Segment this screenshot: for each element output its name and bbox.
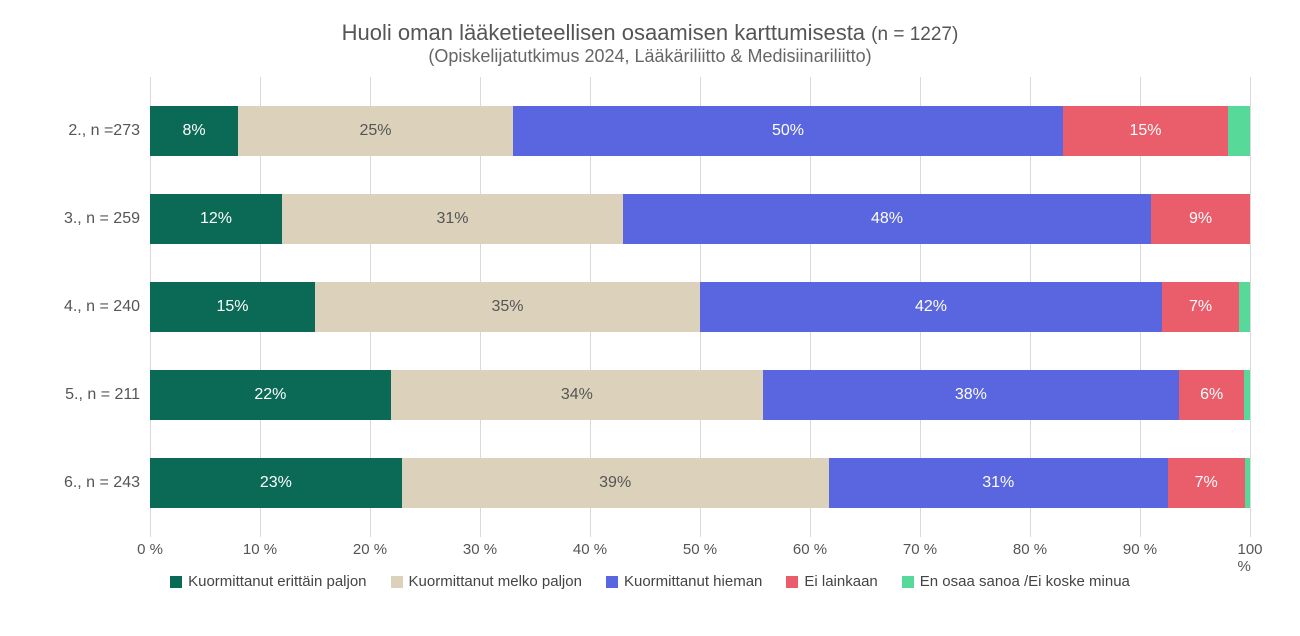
- plot-area: 2., n =2738%25%50%15% 3., n = 25912%31%48…: [150, 77, 1250, 537]
- bar-segment: 22%: [150, 370, 391, 420]
- legend-item: Kuormittanut melko paljon: [391, 573, 582, 590]
- legend-swatch: [606, 576, 618, 588]
- x-tick-label: 90 %: [1123, 541, 1157, 558]
- legend-label: En osaa sanoa /Ei koske minua: [920, 573, 1130, 590]
- bar-row: 4., n = 24015%35%42%7%: [150, 275, 1250, 339]
- legend-swatch: [902, 576, 914, 588]
- chart-container: Huoli oman lääketieteellisen osaamisen k…: [0, 0, 1300, 636]
- chart-titles: Huoli oman lääketieteellisen osaamisen k…: [40, 20, 1260, 67]
- bar-category-label: 4., n = 240: [40, 298, 140, 316]
- bar-row: 5., n = 21122%34%38%6%: [150, 363, 1250, 427]
- legend: Kuormittanut erittäin paljon Kuormittanut…: [40, 573, 1260, 590]
- x-tick-label: 20 %: [353, 541, 387, 558]
- bar-segment: [1245, 458, 1250, 508]
- x-tick-label: 0 %: [137, 541, 163, 558]
- bar-segment: 38%: [763, 370, 1179, 420]
- legend-label: Ei lainkaan: [804, 573, 877, 590]
- bar-segment: 34%: [391, 370, 763, 420]
- stacked-bar: 22%34%38%6%: [150, 370, 1250, 420]
- x-axis: 0 %10 %20 %30 %40 %50 %60 %70 %80 %90 %1…: [150, 541, 1250, 565]
- stacked-bar: 8%25%50%15%: [150, 106, 1250, 156]
- bar-segment: 9%: [1151, 194, 1250, 244]
- bar-category-label: 5., n = 211: [40, 386, 140, 404]
- bar-row: 6., n = 24323%39%31%7%: [150, 451, 1250, 515]
- x-tick-label: 80 %: [1013, 541, 1047, 558]
- x-tick-label: 40 %: [573, 541, 607, 558]
- bar-category-label: 6., n = 243: [40, 474, 140, 492]
- bar-segment: 39%: [402, 458, 829, 508]
- legend-label: Kuormittanut melko paljon: [409, 573, 582, 590]
- bar-row: 2., n =2738%25%50%15%: [150, 99, 1250, 163]
- bar-segment: 50%: [513, 106, 1063, 156]
- bar-segment: [1228, 106, 1250, 156]
- bar-segment: 6%: [1179, 370, 1245, 420]
- bar-segment: 15%: [150, 282, 315, 332]
- bar-segment: 35%: [315, 282, 700, 332]
- bar-category-label: 3., n = 259: [40, 210, 140, 228]
- legend-item: Kuormittanut erittäin paljon: [170, 573, 366, 590]
- bar-segment: 23%: [150, 458, 402, 508]
- bar-segment: 8%: [150, 106, 238, 156]
- bar-row: 3., n = 25912%31%48%9%: [150, 187, 1250, 251]
- legend-item: Ei lainkaan: [786, 573, 877, 590]
- x-tick-label: 70 %: [903, 541, 937, 558]
- bar-segment: 7%: [1162, 282, 1239, 332]
- bar-segment: [1244, 370, 1249, 420]
- chart-subtitle: (Opiskelijatutkimus 2024, Lääkäriliitto …: [40, 46, 1260, 67]
- stacked-bar: 23%39%31%7%: [150, 458, 1250, 508]
- x-tick-label: 10 %: [243, 541, 277, 558]
- bar-segment: 7%: [1168, 458, 1245, 508]
- bar-segment: 15%: [1063, 106, 1228, 156]
- x-tick-label: 50 %: [683, 541, 717, 558]
- bar-segment: 42%: [700, 282, 1162, 332]
- legend-item: En osaa sanoa /Ei koske minua: [902, 573, 1130, 590]
- legend-label: Kuormittanut hieman: [624, 573, 762, 590]
- bar-segment: 25%: [238, 106, 513, 156]
- bar-segment: 48%: [623, 194, 1151, 244]
- legend-swatch: [170, 576, 182, 588]
- legend-item: Kuormittanut hieman: [606, 573, 762, 590]
- x-tick-label: 60 %: [793, 541, 827, 558]
- bar-segment: [1239, 282, 1250, 332]
- chart-title-n: (n = 1227): [871, 24, 958, 45]
- legend-label: Kuormittanut erittäin paljon: [188, 573, 366, 590]
- chart-title-line: Huoli oman lääketieteellisen osaamisen k…: [40, 20, 1260, 46]
- stacked-bar: 12%31%48%9%: [150, 194, 1250, 244]
- bar-segment: 31%: [282, 194, 623, 244]
- bars: 2., n =2738%25%50%15% 3., n = 25912%31%48…: [150, 77, 1250, 537]
- bar-category-label: 2., n =273: [40, 122, 140, 140]
- legend-swatch: [391, 576, 403, 588]
- x-tick-label: 30 %: [463, 541, 497, 558]
- gridline: [1250, 77, 1251, 537]
- stacked-bar: 15%35%42%7%: [150, 282, 1250, 332]
- bar-segment: 12%: [150, 194, 282, 244]
- x-tick-label: 100 %: [1237, 541, 1262, 575]
- legend-swatch: [786, 576, 798, 588]
- chart-title: Huoli oman lääketieteellisen osaamisen k…: [342, 20, 871, 45]
- bar-segment: 31%: [829, 458, 1168, 508]
